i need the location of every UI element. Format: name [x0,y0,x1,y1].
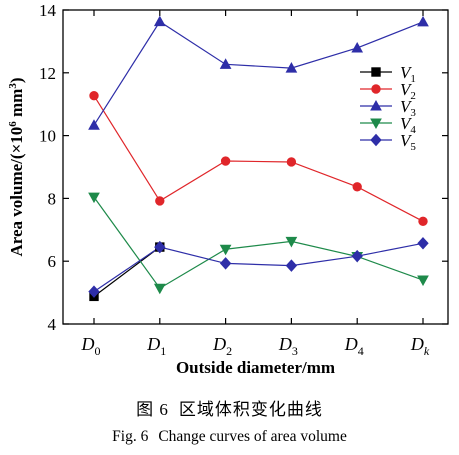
y-tick-label: 6 [48,252,57,271]
line-chart: 4 6 8 10 12 14 D0 D1 D2 D3 D4 Dk Outside diameter/mm… [7,1,449,377]
series-line-v1 [93,246,161,297]
series-line-v2 [93,95,424,222]
legend-marker-v3 [370,99,382,111]
y-tick-label: 12 [39,64,56,83]
plot-frame [62,9,449,325]
figure-caption-english: Fig. 6 Change curves of area volume [0,428,459,446]
data-point-v2 [155,196,165,206]
y-axis-label: Area volume/(×106 mm3) [7,77,26,256]
series-line-v3 [93,20,424,126]
y-tick-label: 14 [39,1,57,20]
legend-label-v5: V5 [400,131,416,153]
data-point-v4 [219,244,232,256]
data-point-v3 [417,15,429,27]
y-tick-label: 4 [48,315,57,334]
y-tick-label: 10 [39,127,56,146]
x-tick-label: D1 [146,334,166,358]
legend-marker-v5 [370,133,382,147]
data-point-v2 [352,182,362,192]
x-tick-label: D0 [81,334,101,358]
data-point-v4 [153,283,166,295]
legend-marker-v1 [371,67,381,77]
data-point-v2 [286,157,297,167]
caption-en-title: Change curves of area volume [158,428,347,445]
legend-label-v1: V1 [400,63,416,85]
caption-cn-title: 区域体积变化曲线 [178,400,323,419]
data-point-v2 [89,91,99,101]
x-tick-label: Dk [410,334,430,358]
legend-marker-v2 [371,84,381,94]
data-point-v3 [351,41,364,53]
data-point-v5 [285,259,298,272]
data-point-v4 [285,236,298,248]
x-tick-label: D2 [212,334,232,358]
x-tick-label: D4 [344,334,364,358]
data-point-v5 [88,285,100,298]
data-point-v2 [418,216,428,227]
legend-label-v3: V3 [400,97,416,119]
legend-marker-v4 [370,118,382,130]
series-line-v5 [93,242,424,293]
data-point-v3 [88,119,100,130]
data-point-v3 [285,62,298,73]
caption-en-figure-number: Fig. 6 [112,428,149,445]
data-point-v3 [153,15,166,27]
chart-canvas: 4 6 8 10 12 14 D0 D1 D2 D3 D4 Dk Outside diameter/mm… [7,1,449,377]
figure-caption-chinese: 图 6 区域体积变化曲线 [0,395,459,420]
data-point-v5 [417,237,429,250]
x-axis-label: Outside diameter/mm [176,358,335,377]
series-line-v4 [93,196,424,289]
data-point-v3 [219,58,232,69]
y-tick-label: 8 [48,189,57,208]
caption-cn-figure-number: 图 6 [136,400,169,419]
data-point-v5 [351,249,363,263]
data-point-v4 [88,192,100,204]
x-tick-label: D3 [278,334,298,358]
data-point-v2 [220,156,231,166]
legend-label-v4: V4 [400,114,416,136]
legend-label-v2: V2 [400,80,416,102]
data-point-v5 [154,240,166,254]
data-point-v4 [417,275,429,287]
data-point-v5 [219,257,232,270]
